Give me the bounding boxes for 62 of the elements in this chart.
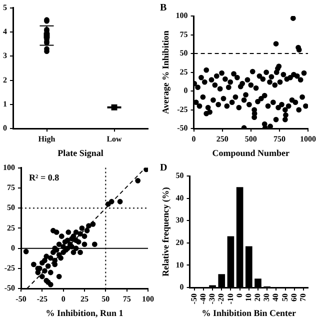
- y-tick-label: 50: [176, 171, 184, 180]
- y-tick-label: -50: [4, 284, 15, 293]
- y-tick-label: 5: [3, 2, 7, 12]
- x-tick-label: 20: [253, 294, 262, 302]
- x-axis-title: % Inhibition Bin Center: [202, 308, 296, 318]
- y-tick-label: 0: [180, 282, 184, 292]
- x-tick-label: -30: [208, 294, 217, 304]
- x-tick-label: Low: [106, 134, 122, 144]
- x-tick-label: 70: [298, 294, 308, 302]
- y-tick-label: 25: [180, 67, 188, 76]
- x-tick-label: -20: [216, 294, 226, 304]
- y-tick-label: 0: [184, 86, 188, 96]
- x-tick-label: -25: [36, 294, 48, 304]
- x-tick-label: 750: [273, 134, 286, 144]
- x-tick-label: 50: [102, 294, 110, 304]
- x-tick-label: 40: [271, 294, 280, 302]
- chart-title: D: [160, 162, 168, 174]
- y-axis-title: Relative frequency (%): [160, 187, 171, 276]
- y-tick-label: 0: [3, 124, 7, 133]
- x-tick-label: 0: [234, 294, 244, 298]
- x-axis-title: % Inhibition, Run 1: [46, 308, 124, 318]
- x-tick-label: High: [38, 134, 56, 144]
- annotation: R² = 0.8: [29, 172, 60, 183]
- y-tick-label: 2: [3, 75, 7, 84]
- x-tick-label: 100: [142, 294, 154, 304]
- x-tick-label: 25: [80, 294, 88, 304]
- x-tick-label: 250: [216, 134, 228, 144]
- y-tick-label: 40: [176, 193, 184, 202]
- y-tick-label: 50: [180, 48, 188, 58]
- y-tick-label: 4: [3, 27, 7, 36]
- y-tick-label: 10: [176, 260, 184, 270]
- x-tick-label: -40: [198, 294, 208, 304]
- y-tick-label: -25: [177, 104, 188, 114]
- y-tick-label: 25: [7, 223, 15, 232]
- y-tick-label: 0: [11, 243, 15, 252]
- x-tick-label: 75: [122, 294, 131, 304]
- x-tick-label: -10: [226, 294, 235, 304]
- x-tick-label: 1000: [300, 134, 316, 144]
- y-tick-label: 75: [7, 182, 15, 192]
- y-axis-title: Average % Inhibition: [160, 30, 171, 114]
- x-tick-label: 10: [244, 294, 253, 302]
- y-tick-label: -25: [4, 264, 15, 273]
- y-tick-label: 100: [3, 162, 15, 172]
- y-tick-label: 50: [7, 203, 15, 212]
- y-tick-label: 30: [176, 216, 184, 225]
- y-tick-label: 20: [176, 238, 184, 247]
- x-tick-label: 30: [262, 294, 272, 302]
- y-tick-label: 75: [180, 30, 188, 39]
- y-tick-label: -50: [177, 124, 188, 133]
- x-tick-label: -50: [189, 294, 198, 304]
- x-tick-label: 60: [289, 294, 298, 302]
- x-axis-title: Plate Signal: [58, 148, 104, 158]
- y-tick-label: 100: [176, 11, 188, 20]
- y-tick-label: 1: [3, 100, 7, 109]
- x-tick-label: 50: [280, 294, 290, 302]
- x-tick-label: 500: [244, 134, 257, 144]
- x-tick-label: 0: [192, 134, 196, 144]
- x-tick-label: -50: [16, 294, 26, 304]
- y-tick-label: 3: [3, 51, 7, 60]
- chart-title: B: [160, 2, 167, 14]
- x-tick-label: 0: [61, 294, 66, 304]
- x-axis-title: Compound Number: [212, 148, 290, 158]
